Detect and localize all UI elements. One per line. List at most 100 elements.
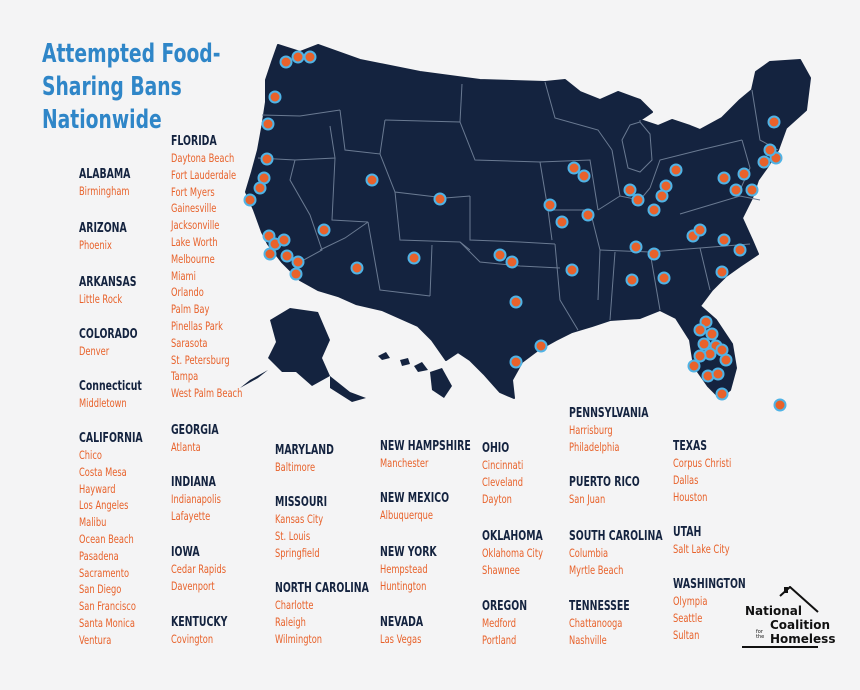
state-block-oregon: OREGON Medford Portland (482, 598, 545, 649)
city-marker (279, 55, 293, 69)
state-name: GEORGIA (171, 423, 219, 438)
city-marker (693, 349, 707, 363)
city-name: Myrtle Beach (569, 562, 624, 577)
city-name: Sacramento (79, 565, 130, 580)
city-name: Oklahoma City (482, 546, 544, 560)
city-marker (705, 327, 719, 341)
city-marker (567, 161, 581, 175)
state-block-texas: TEXAS Corpus Christi Dallas Houston (673, 438, 754, 505)
state-name: INDIANA (171, 475, 216, 490)
city-marker (505, 255, 519, 269)
city-name: Cedar Rapids (171, 562, 227, 576)
state-borders (257, 81, 779, 331)
state-name: NORTH CAROLINA (275, 581, 369, 596)
city-name: Corpus Christi (673, 456, 732, 470)
state-name: UTAH (673, 525, 702, 540)
house-roof-icon (742, 586, 819, 648)
city-name: Covington (171, 632, 214, 646)
city-name: Pinellas Park (171, 318, 223, 333)
state-name: COLORADO (79, 327, 138, 342)
city-name: Denver (79, 344, 110, 358)
city-marker (655, 189, 669, 203)
city-marker (693, 323, 707, 337)
city-marker (631, 193, 645, 207)
city-name: Manchester (380, 456, 429, 470)
city-marker (407, 251, 421, 265)
state-block-iowa: IOWA Cedar Rapids Davenport (171, 544, 247, 595)
city-name: Tampa (171, 369, 199, 384)
logo-line-3: Homeless (770, 632, 836, 646)
city-name: Columbia (569, 546, 609, 560)
city-name: Baltimore (275, 460, 316, 474)
city-marker (737, 167, 751, 181)
city-marker (261, 117, 275, 131)
city-marker (280, 249, 294, 263)
city-marker (763, 143, 777, 157)
city-name: Lafayette (171, 508, 211, 523)
city-name: Springfield (275, 545, 320, 560)
city-name: Shawnee (482, 562, 520, 577)
state-block-south-carolina: SOUTH CAROLINA Columbia Myrtle Beach (569, 528, 699, 579)
city-marker (773, 398, 787, 412)
city-marker (268, 90, 282, 104)
city-marker (745, 183, 759, 197)
city-name: Santa Monica (79, 615, 135, 630)
state-block-new-hampshire: NEW HAMPSHIRE Manchester (380, 438, 506, 472)
city-name: Wilmington (275, 631, 323, 646)
title-line-1: Attempted Food- (42, 39, 221, 69)
city-name: West Palm Beach (171, 386, 243, 401)
city-marker (291, 50, 305, 64)
state-block-colorado: COLORADO Denver (79, 326, 160, 360)
city-name: Middletown (79, 396, 127, 410)
state-name: FLORIDA (171, 134, 217, 149)
state-name: KENTUCKY (171, 615, 228, 630)
city-name: St. Petersburg (171, 352, 230, 367)
city-name: Daytona Beach (171, 151, 235, 165)
state-block-indiana: INDIANA Indianapolis Lafayette (171, 474, 240, 525)
city-marker (263, 247, 277, 261)
city-name: Philadelphia (569, 439, 620, 454)
state-name: NEW YORK (380, 545, 437, 560)
city-name: Dallas (673, 472, 699, 487)
state-name: TENNESSEE (569, 599, 630, 614)
city-name: Atlanta (171, 440, 201, 454)
city-name: Phoenix (79, 238, 112, 252)
city-name: Cincinnati (482, 458, 524, 472)
state-block-georgia: GEORGIA Atlanta (171, 422, 237, 456)
city-name: Melbourne (171, 251, 215, 266)
city-name: San Juan (569, 492, 606, 506)
state-block-new-york: NEW YORK Hempstead Huntington (380, 544, 459, 595)
city-name: Medford (482, 616, 516, 630)
city-marker (509, 295, 523, 309)
state-block-pennsylvania: PENNSYLVANIA Harrisburg Philadelphia (569, 405, 679, 456)
city-name: Sultan (673, 627, 700, 642)
city-marker (433, 192, 447, 206)
city-marker (719, 353, 733, 367)
city-marker (657, 271, 671, 285)
city-marker (565, 263, 579, 277)
city-name: Harrisburg (569, 423, 613, 437)
city-marker (277, 233, 291, 247)
city-marker (577, 169, 591, 183)
state-block-arkansas: ARKANSAS Little Rock (79, 274, 159, 308)
city-name: Davenport (171, 578, 215, 593)
state-name: PENNSYLVANIA (569, 406, 649, 421)
state-name: IOWA (171, 545, 200, 560)
city-marker (625, 273, 639, 287)
city-name: Pasadena (79, 548, 119, 563)
city-marker (733, 243, 747, 257)
city-name: Gainesville (171, 201, 217, 216)
city-marker (243, 193, 257, 207)
city-name: Malibu (79, 515, 107, 530)
city-marker (534, 339, 548, 353)
city-name: Las Vegas (380, 632, 422, 646)
city-name: Portland (482, 632, 517, 647)
city-marker (647, 203, 661, 217)
city-marker (350, 261, 364, 275)
title-line-3: Nationwide (42, 105, 162, 135)
city-name: Kansas City (275, 512, 324, 526)
city-name: Olympia (673, 594, 708, 608)
contiguous-us-landmass (245, 44, 811, 399)
state-name: CALIFORNIA (79, 431, 143, 446)
